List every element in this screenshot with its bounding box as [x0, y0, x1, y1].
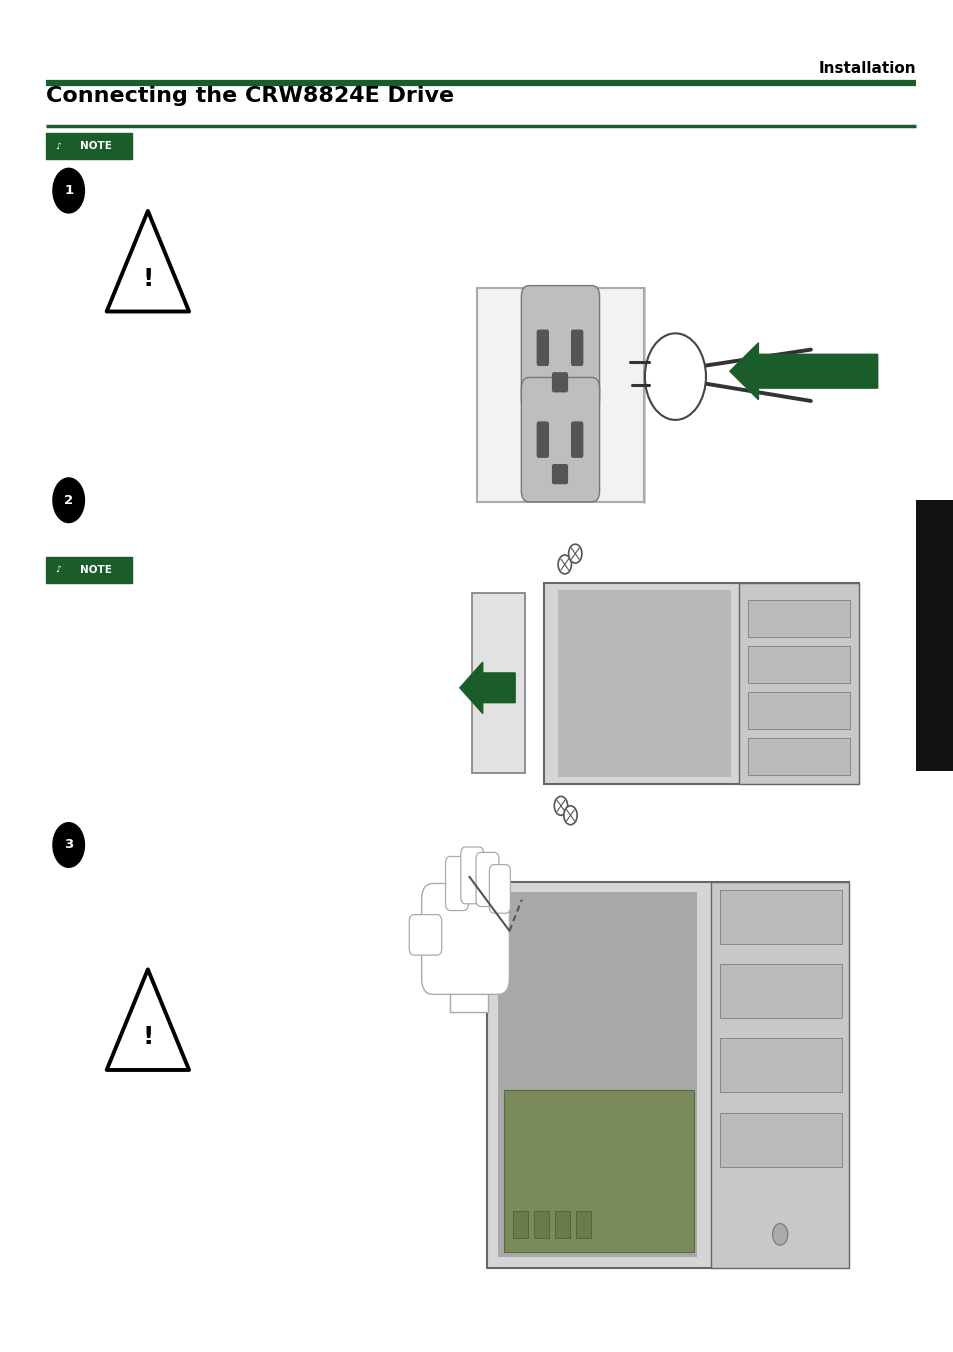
FancyBboxPatch shape — [720, 1113, 841, 1167]
Text: ♪: ♪ — [55, 142, 61, 150]
Bar — [576, 1211, 590, 1238]
Circle shape — [772, 1224, 787, 1245]
FancyBboxPatch shape — [489, 864, 510, 913]
Circle shape — [568, 544, 581, 564]
Bar — [711, 882, 848, 1268]
Bar — [450, 937, 488, 1011]
Text: !: ! — [142, 266, 153, 291]
Bar — [513, 1211, 527, 1238]
Circle shape — [53, 822, 85, 868]
FancyBboxPatch shape — [476, 852, 498, 906]
Text: 1: 1 — [64, 184, 73, 197]
FancyBboxPatch shape — [551, 464, 568, 484]
FancyBboxPatch shape — [570, 422, 583, 458]
Text: ♪: ♪ — [55, 565, 61, 575]
Bar — [472, 594, 524, 773]
Circle shape — [644, 334, 705, 420]
FancyBboxPatch shape — [409, 914, 441, 955]
Circle shape — [558, 554, 571, 573]
FancyBboxPatch shape — [747, 600, 849, 638]
Bar — [476, 288, 643, 502]
FancyBboxPatch shape — [520, 377, 598, 502]
FancyBboxPatch shape — [46, 557, 132, 583]
FancyBboxPatch shape — [536, 330, 549, 366]
Circle shape — [53, 477, 85, 523]
Bar — [497, 892, 697, 1257]
Text: NOTE: NOTE — [80, 141, 112, 151]
FancyBboxPatch shape — [720, 890, 841, 944]
FancyBboxPatch shape — [570, 330, 583, 366]
FancyBboxPatch shape — [46, 132, 132, 158]
Circle shape — [554, 796, 567, 815]
Text: 3: 3 — [64, 838, 73, 852]
Bar — [915, 500, 953, 771]
Text: Installation: Installation — [818, 61, 915, 76]
Circle shape — [563, 806, 577, 825]
FancyBboxPatch shape — [536, 422, 549, 458]
FancyBboxPatch shape — [747, 738, 849, 775]
Bar — [558, 589, 730, 777]
Circle shape — [53, 169, 85, 214]
Text: !: ! — [142, 1025, 153, 1049]
Bar — [486, 882, 848, 1268]
Bar — [739, 584, 858, 784]
Bar — [555, 1211, 569, 1238]
FancyArrow shape — [459, 662, 515, 714]
Text: NOTE: NOTE — [80, 565, 112, 575]
FancyBboxPatch shape — [460, 846, 483, 903]
FancyBboxPatch shape — [421, 883, 509, 994]
FancyBboxPatch shape — [520, 285, 598, 410]
FancyBboxPatch shape — [445, 856, 468, 910]
FancyBboxPatch shape — [551, 372, 568, 392]
Bar — [503, 1090, 693, 1252]
FancyBboxPatch shape — [720, 964, 841, 1018]
FancyBboxPatch shape — [720, 1038, 841, 1092]
Bar — [543, 584, 858, 784]
Text: 2: 2 — [64, 493, 73, 507]
FancyBboxPatch shape — [747, 646, 849, 684]
Bar — [534, 1211, 548, 1238]
Text: Connecting the CRW8824E Drive: Connecting the CRW8824E Drive — [46, 87, 454, 107]
FancyBboxPatch shape — [747, 691, 849, 730]
FancyArrow shape — [729, 343, 877, 400]
